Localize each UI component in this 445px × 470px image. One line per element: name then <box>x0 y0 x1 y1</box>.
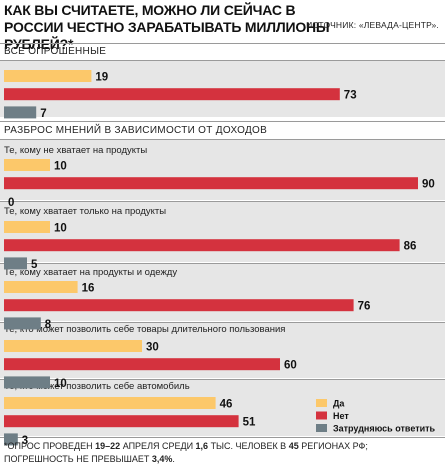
footnote-text: *ОПРОС ПРОВЕДЕН <box>4 441 96 451</box>
divider <box>0 60 445 61</box>
group-label: Те, кому не хватает на продукты <box>4 145 148 156</box>
bar-yes <box>4 221 50 233</box>
group-label: Те, кому хватает только на продукты <box>4 206 167 217</box>
bar-no <box>4 358 280 371</box>
chart-title: КАК ВЫ СЧИТАЕТЕ, МОЖНО ЛИ СЕЙЧАС В РОССИ… <box>4 2 330 52</box>
data-label: 19 <box>95 72 108 84</box>
group-band <box>0 202 445 262</box>
bar-yes <box>4 159 50 171</box>
bar-no <box>4 415 239 428</box>
group-label: Те, кому хватает на продукты и одежду <box>4 267 178 278</box>
section-label-income: РАЗБРОС МНЕНИЙ В ЗАВИСИМОСТИ ОТ ДОХОДОВ <box>4 125 268 136</box>
bar-yes <box>4 70 92 82</box>
divider <box>0 322 445 323</box>
divider <box>0 139 445 140</box>
data-label: 76 <box>358 301 371 313</box>
data-label: 60 <box>284 360 297 372</box>
data-label: 46 <box>220 399 233 411</box>
data-label: 73 <box>344 90 357 102</box>
data-label: 8 <box>45 319 52 331</box>
bar-unsure <box>4 317 41 330</box>
data-label: 5 <box>31 259 38 271</box>
data-label: 10 <box>54 161 67 173</box>
footnote-text: ПОГРЕШНОСТЬ НЕ ПРЕВЫШАЕТ <box>4 454 152 464</box>
divider <box>0 379 445 380</box>
group-label: Те, кто может позволить себе товары длит… <box>4 324 286 335</box>
data-label: 10 <box>54 378 67 390</box>
legend-label: Затрудняюсь ответить <box>333 424 436 434</box>
footnote-text: ТЫС. ЧЕЛОВЕК В <box>208 441 289 451</box>
data-label: 3 <box>22 435 28 447</box>
data-label: 86 <box>404 241 417 253</box>
footnote-dates: 19–22 <box>95 441 121 451</box>
data-label: 51 <box>243 417 256 429</box>
footnote-text: АПРЕЛЯ СРЕДИ <box>120 441 196 451</box>
data-label: 7 <box>40 108 46 120</box>
bar-unsure <box>4 257 27 270</box>
footnote-text: РЕГИОНАХ РФ; <box>298 441 368 451</box>
bar-no <box>4 239 400 252</box>
data-label: 16 <box>82 283 95 295</box>
bar-no <box>4 177 418 190</box>
legend-swatch <box>316 411 327 420</box>
bar-yes <box>4 281 78 293</box>
legend-swatch <box>316 399 327 407</box>
bar-no <box>4 299 354 312</box>
data-label: 0 <box>8 197 14 209</box>
footnote-regions: 45 <box>288 441 299 451</box>
data-label: 90 <box>422 179 435 191</box>
divider <box>0 201 445 202</box>
divider <box>0 437 445 438</box>
chart-source: ИСТОЧНИК: «ЛЕВАДА-ЦЕНТР». <box>306 20 439 30</box>
footnote: *ОПРОС ПРОВЕДЕН 19–22 АПРЕЛЯ СРЕДИ 1,6 Т… <box>4 440 440 466</box>
bar-yes <box>4 340 142 352</box>
group-band <box>0 140 445 200</box>
bar-yes <box>4 397 216 409</box>
group-label: Те, кто может позволить себе автомобиль <box>4 381 190 392</box>
bar-unsure <box>4 433 18 446</box>
data-label: 10 <box>54 223 67 235</box>
legend-label: Нет <box>333 411 349 421</box>
legend-swatch <box>316 424 327 432</box>
divider <box>0 263 445 264</box>
bar-no <box>4 88 340 101</box>
section-label-all: ВСЕ ОПРОШЕННЫЕ <box>4 46 107 57</box>
footnote-text: . <box>172 454 175 464</box>
footnote-error: 3,4% <box>151 454 173 464</box>
bar-unsure <box>4 376 50 389</box>
data-label: 30 <box>146 342 159 354</box>
bar-unsure <box>4 106 37 119</box>
legend-label: Да <box>333 399 345 409</box>
divider <box>0 43 445 44</box>
footnote-sample: 1,6 <box>195 441 209 451</box>
divider <box>0 121 445 122</box>
